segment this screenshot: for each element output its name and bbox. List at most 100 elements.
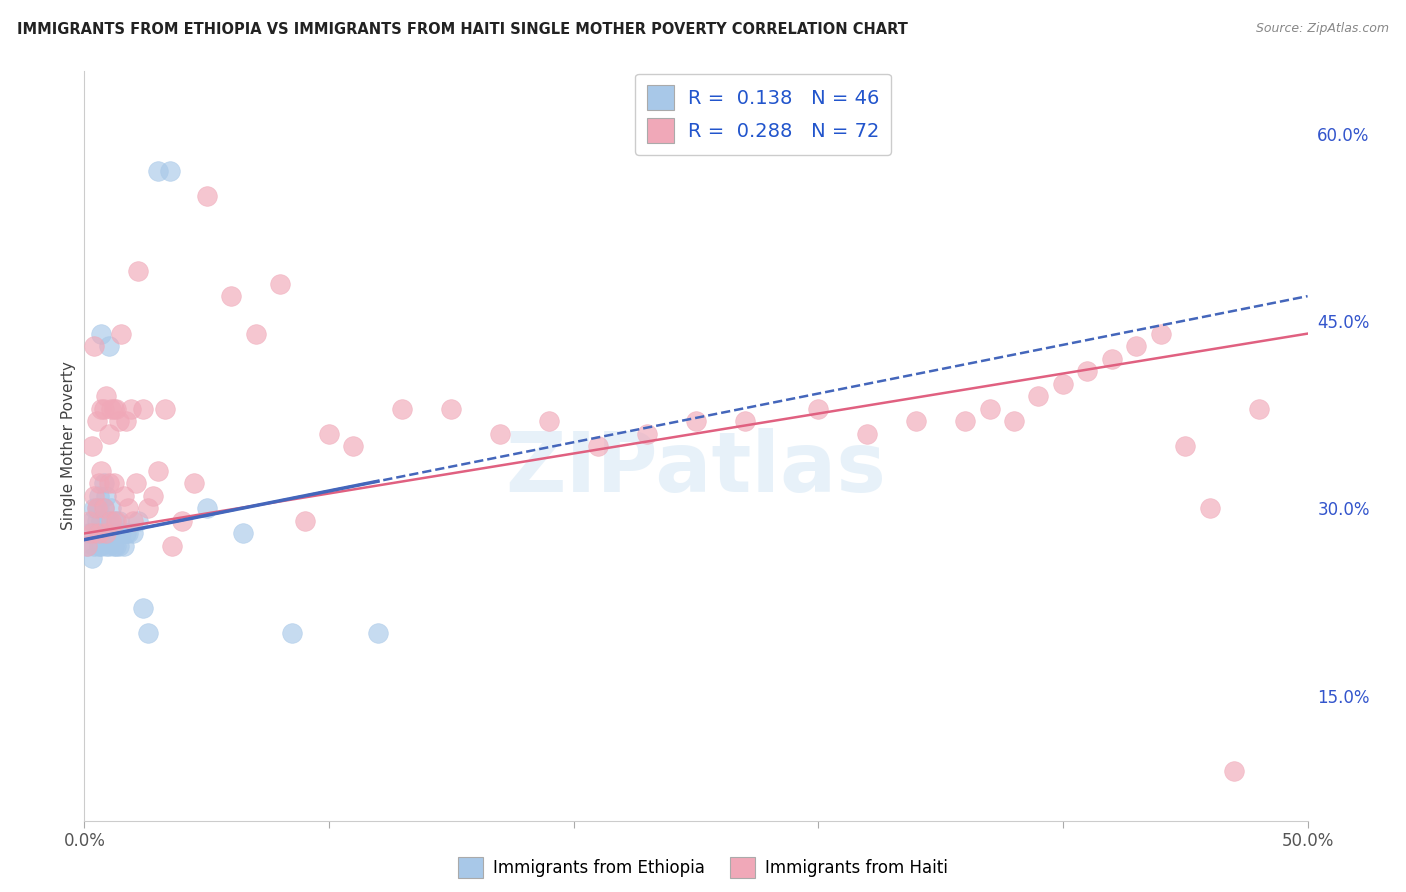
Point: [159, 164, 181, 178]
Point: [117, 501, 139, 516]
Point: [96, 514, 118, 528]
Point: [96, 526, 118, 541]
Point: [1125, 339, 1147, 353]
Point: [100, 526, 122, 541]
Point: [685, 414, 707, 428]
Point: [96, 389, 118, 403]
Point: [1198, 501, 1220, 516]
Point: [97, 514, 120, 528]
Point: [120, 401, 142, 416]
Point: [146, 164, 169, 178]
Point: [90, 514, 112, 528]
Point: [103, 539, 125, 553]
Point: [80, 526, 103, 541]
Point: [107, 514, 129, 528]
Point: [979, 401, 1001, 416]
Point: [87, 489, 110, 503]
Point: [86, 501, 108, 516]
Point: [1002, 414, 1025, 428]
Point: [105, 514, 128, 528]
Point: [93, 501, 115, 516]
Point: [162, 539, 184, 553]
Point: [586, 439, 609, 453]
Legend: R =  0.138   N = 46, R =  0.288   N = 72: R = 0.138 N = 46, R = 0.288 N = 72: [636, 73, 891, 154]
Point: [245, 326, 267, 341]
Point: [80, 514, 103, 528]
Point: [127, 514, 149, 528]
Point: [219, 289, 242, 303]
Point: [318, 426, 340, 441]
Point: [86, 526, 108, 541]
Point: [232, 526, 254, 541]
Point: [83, 539, 105, 553]
Point: [76, 539, 98, 553]
Point: [93, 401, 115, 416]
Point: [115, 526, 138, 541]
Point: [86, 414, 108, 428]
Point: [97, 476, 120, 491]
Point: [80, 551, 103, 566]
Point: [97, 539, 120, 553]
Point: [1150, 326, 1173, 341]
Point: [112, 539, 135, 553]
Point: [905, 414, 928, 428]
Point: [122, 526, 145, 541]
Point: [807, 401, 830, 416]
Point: [87, 501, 110, 516]
Point: [342, 439, 364, 453]
Point: [96, 539, 118, 553]
Point: [87, 539, 110, 553]
Point: [132, 601, 155, 615]
Point: [117, 526, 139, 541]
Point: [107, 414, 129, 428]
Point: [76, 539, 98, 553]
Point: [77, 514, 100, 528]
Point: [146, 464, 169, 478]
Point: [83, 339, 105, 353]
Point: [132, 401, 155, 416]
Point: [1247, 401, 1270, 416]
Point: [100, 401, 122, 416]
Point: [77, 526, 100, 541]
Point: [489, 426, 512, 441]
Point: [100, 514, 122, 528]
Text: Source: ZipAtlas.com: Source: ZipAtlas.com: [1256, 22, 1389, 36]
Point: [172, 514, 194, 528]
Point: [105, 526, 128, 541]
Text: ZIPatlas: ZIPatlas: [506, 428, 886, 509]
Point: [136, 626, 159, 640]
Point: [93, 501, 115, 516]
Point: [80, 439, 103, 453]
Point: [90, 326, 112, 341]
Point: [281, 626, 304, 640]
Point: [105, 401, 128, 416]
Point: [183, 476, 205, 491]
Point: [153, 401, 176, 416]
Point: [1076, 364, 1098, 378]
Point: [391, 401, 413, 416]
Point: [294, 514, 316, 528]
Point: [125, 476, 148, 491]
Point: [97, 426, 120, 441]
Point: [110, 326, 132, 341]
Point: [105, 539, 128, 553]
Point: [440, 401, 463, 416]
Point: [734, 414, 756, 428]
Point: [86, 514, 108, 528]
Text: IMMIGRANTS FROM ETHIOPIA VS IMMIGRANTS FROM HAITI SINGLE MOTHER POVERTY CORRELAT: IMMIGRANTS FROM ETHIOPIA VS IMMIGRANTS F…: [17, 22, 908, 37]
Point: [103, 401, 125, 416]
Point: [1223, 764, 1246, 778]
Point: [90, 464, 112, 478]
Point: [103, 514, 125, 528]
Point: [87, 476, 110, 491]
Point: [93, 526, 115, 541]
Y-axis label: Single Mother Poverty: Single Mother Poverty: [60, 361, 76, 531]
Point: [122, 514, 145, 528]
Point: [195, 501, 218, 516]
Point: [127, 264, 149, 278]
Point: [367, 626, 389, 640]
Point: [107, 539, 129, 553]
Point: [83, 501, 105, 516]
Point: [96, 489, 118, 503]
Point: [195, 189, 218, 203]
